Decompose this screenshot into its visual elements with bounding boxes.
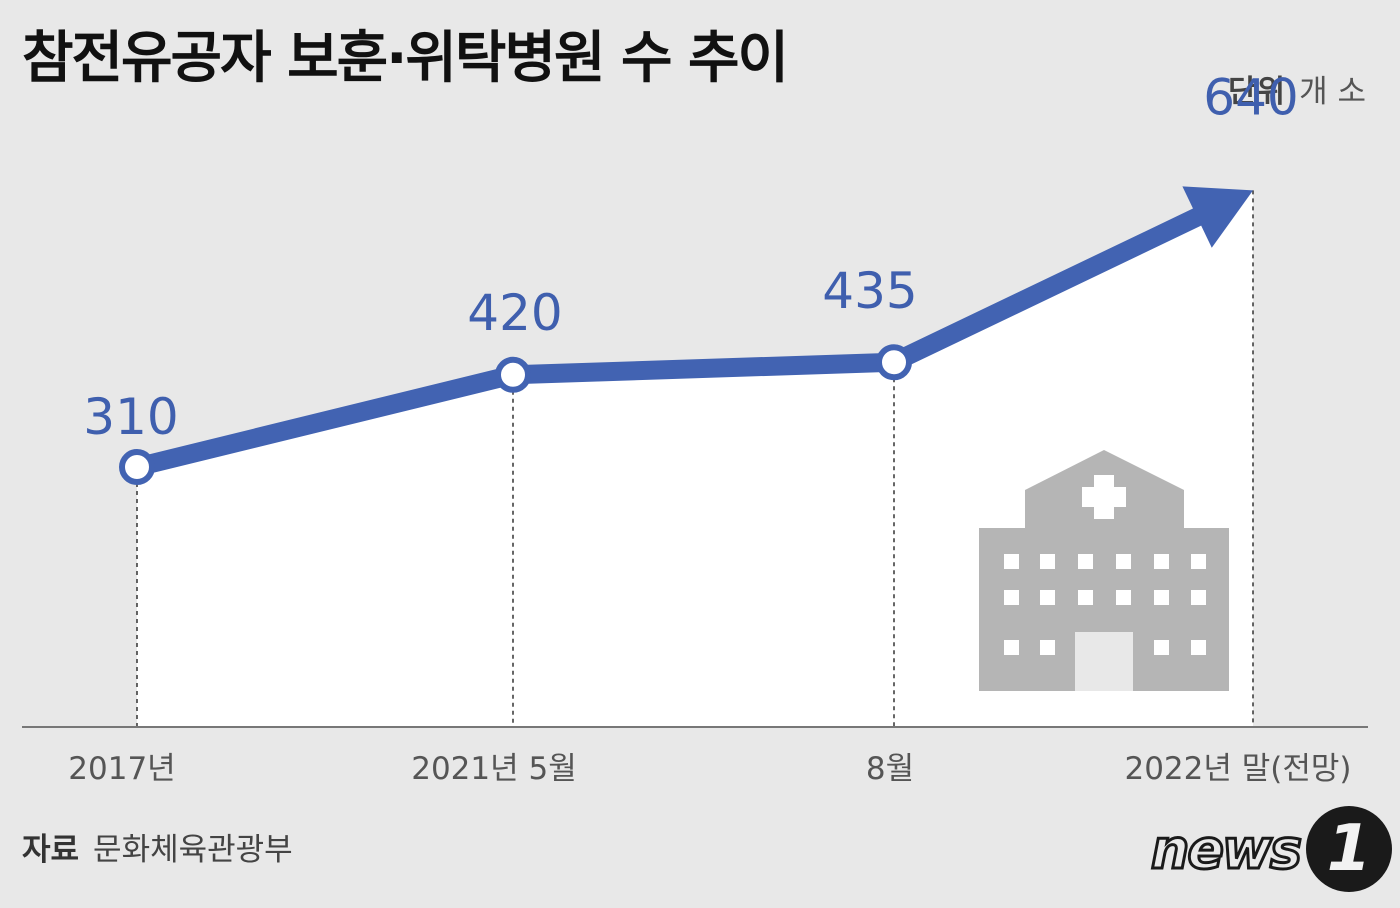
chart-title: 참전유공자 보훈·위탁병원 수 추이 [22, 26, 789, 91]
window [1078, 554, 1093, 569]
x-tick-labels: 2017년 2021년 5월 8월 2022년 말(전망) [68, 751, 1351, 787]
news1-logo: news 1 [1149, 806, 1392, 892]
data-point [495, 356, 531, 393]
source-note: 자료 문화체육관광부 [22, 824, 293, 869]
x-tick-label: 2021년 5월 [411, 751, 577, 787]
series-line [134, 206, 1205, 477]
unit-value: 개 소 [1299, 74, 1366, 110]
data-label: 435 [822, 262, 917, 320]
x-tick-label: 2017년 [68, 751, 175, 787]
window [1040, 590, 1055, 605]
data-points [119, 344, 912, 486]
hospital-icon [979, 450, 1229, 691]
data-label: 420 [467, 284, 562, 342]
data-point [119, 449, 155, 486]
building-door [1075, 632, 1133, 691]
window [1078, 590, 1093, 605]
source-label: 자료 [22, 832, 80, 868]
window [1040, 640, 1055, 655]
data-labels: 310 420 435 640 [83, 68, 1298, 446]
window [1116, 554, 1131, 569]
window [1040, 554, 1055, 569]
guide-lines [136, 190, 1254, 727]
logo-badge: 1 [1306, 806, 1392, 892]
data-label: 310 [83, 388, 178, 446]
data-point [876, 344, 912, 381]
window [1191, 640, 1206, 655]
window [1191, 590, 1206, 605]
cross-horizontal [1082, 487, 1126, 507]
window [1154, 640, 1169, 655]
logo-wordmark: news [1149, 816, 1303, 882]
x-tick-label: 8월 [866, 751, 914, 787]
window [1154, 554, 1169, 569]
window [1154, 590, 1169, 605]
window [1004, 640, 1019, 655]
arrowhead [1182, 186, 1253, 248]
source-value: 문화체육관광부 [93, 832, 293, 868]
unit-label: 단위 [1228, 74, 1286, 110]
window [1116, 590, 1131, 605]
x-tick-label: 2022년 말(전망) [1124, 751, 1351, 787]
window [1004, 590, 1019, 605]
window [1191, 554, 1206, 569]
window [1004, 554, 1019, 569]
data-label: 640 [1203, 68, 1298, 126]
unit-note: 단위 개 소 [1228, 66, 1366, 111]
